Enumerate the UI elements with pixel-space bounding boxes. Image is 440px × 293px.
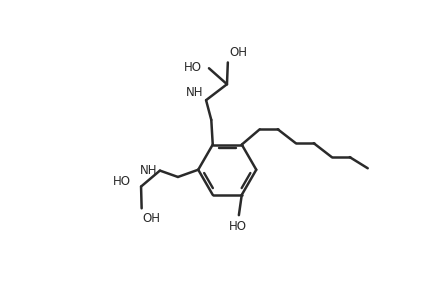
Text: HO: HO: [184, 61, 202, 74]
Text: HO: HO: [113, 175, 131, 188]
Text: HO: HO: [228, 220, 246, 234]
Text: OH: OH: [229, 46, 247, 59]
Text: NH: NH: [140, 163, 158, 176]
Text: NH: NH: [186, 86, 204, 99]
Text: OH: OH: [142, 212, 160, 225]
